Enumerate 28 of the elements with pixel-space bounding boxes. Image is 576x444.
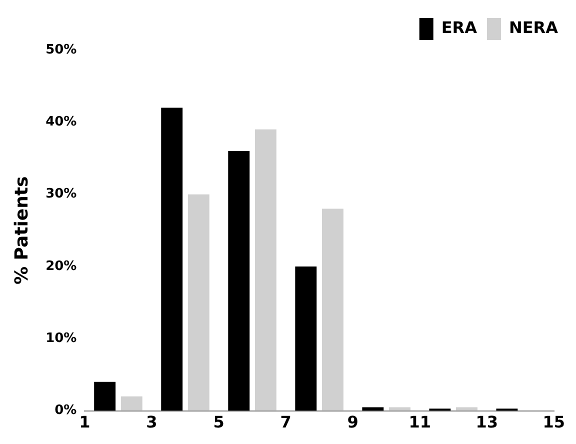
x-tick-label: 5: [213, 412, 224, 432]
y-tick-label: 20%: [46, 258, 77, 274]
legend-label: NERA: [508, 18, 559, 38]
x-tick-label: 13: [476, 412, 498, 432]
x-tick-label: 11: [408, 412, 431, 432]
bar: [120, 396, 142, 411]
y-tick-label: 30%: [46, 186, 77, 202]
y-tick-label: 50%: [46, 42, 77, 58]
bar: [362, 407, 384, 411]
bar: [295, 266, 317, 411]
bar: [322, 208, 344, 411]
y-tick-label: 40%: [46, 114, 77, 130]
x-tick-label: 3: [146, 412, 158, 432]
bar: [228, 151, 250, 411]
x-tick-label: 1: [79, 412, 90, 432]
bar: [94, 382, 116, 411]
x-tick-label: 7: [280, 412, 292, 432]
bar: [188, 194, 210, 411]
y-tick-label: 10%: [46, 331, 77, 346]
x-tick-label: 15: [542, 412, 565, 432]
bar: [161, 108, 183, 411]
y-axis-title: % Patients: [11, 176, 32, 285]
x-tick-label: 9: [347, 412, 358, 432]
y-tick-label: 0%: [54, 403, 77, 418]
legend-label: ERA: [441, 18, 478, 38]
bar: [254, 129, 276, 411]
bar: [456, 407, 478, 411]
bar: [388, 407, 410, 411]
